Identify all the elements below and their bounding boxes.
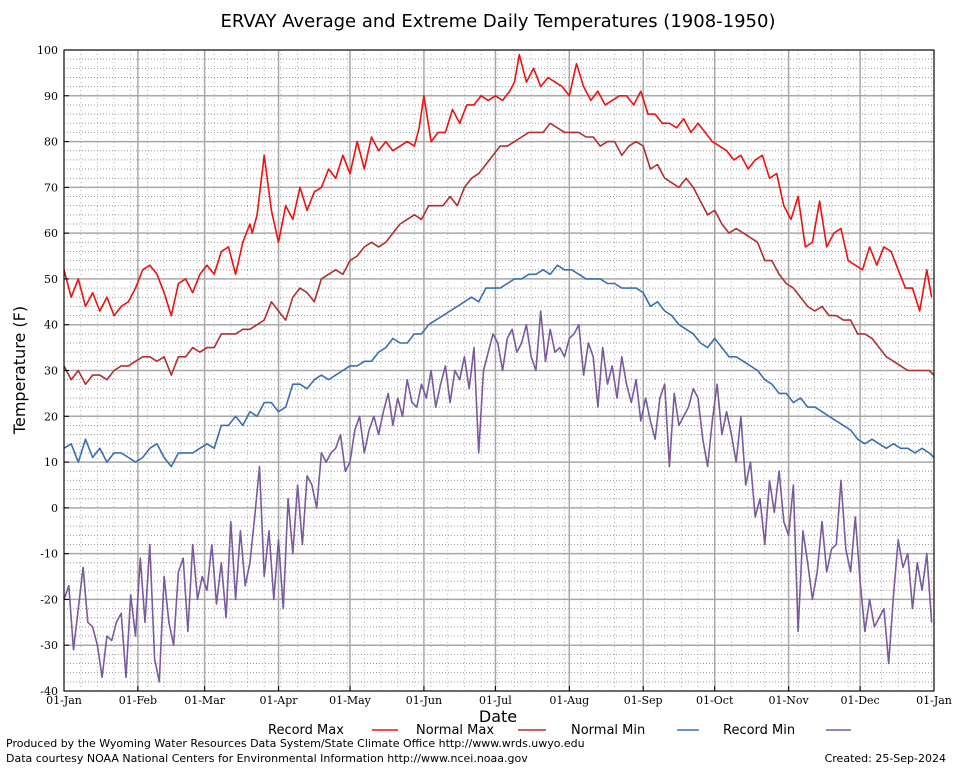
footer-created: Created: 25-Sep-2024 [824, 752, 946, 765]
series-line-record-max [63, 53, 933, 317]
footer-produced-by: Produced by the Wyoming Water Resources … [6, 737, 585, 750]
x-tick-label: 01-Dec [841, 694, 880, 707]
y-tick-label: 60 [44, 227, 58, 240]
y-tick-label: 0 [51, 502, 58, 515]
y-tick-label: 100 [37, 44, 58, 57]
legend-label: Normal Max [416, 723, 494, 738]
y-tick-label: 70 [44, 181, 58, 194]
x-tick-label: 01-Mar [184, 694, 226, 707]
legend-label: Record Min [723, 723, 795, 738]
x-axis-title: Date [479, 707, 517, 726]
x-tick-label: 01-Feb [119, 694, 157, 707]
y-tick-label: 20 [44, 410, 58, 423]
y-tick-label: 50 [44, 273, 58, 286]
x-tick-label: 01-May [329, 694, 372, 707]
grid [63, 49, 935, 692]
y-tick-label: 40 [44, 319, 58, 332]
y-tick-label: -20 [40, 593, 58, 606]
x-tick-label: 01-Jan [916, 694, 952, 707]
y-tick-label: 90 [44, 90, 58, 103]
chart-title: ERVAY Average and Extreme Daily Temperat… [221, 11, 776, 32]
series-line-normal-min [63, 264, 935, 468]
x-tick-label: 01-Jan [46, 694, 82, 707]
y-tick-label: -40 [40, 685, 58, 698]
series-line-record-min [63, 310, 933, 683]
x-tick-label: 01-Sep [624, 694, 663, 707]
legend-label: Record Max [268, 723, 344, 738]
x-tick-label: 01-Apr [260, 694, 299, 707]
footer-data-courtesy: Data courtesy NOAA National Centers for … [6, 752, 528, 765]
x-tick-label: 01-Jul [479, 694, 512, 707]
y-tick-label: -30 [40, 639, 58, 652]
legend-label: Normal Min [571, 723, 645, 738]
legend: Record Max Normal Max Normal Min Record Min [268, 723, 851, 738]
y-tick-label: -10 [40, 548, 58, 561]
y-tick-label: 80 [44, 136, 58, 149]
x-tick-label: 01-Aug [549, 694, 589, 707]
series-lines [63, 53, 935, 683]
x-tick-label: 01-Nov [769, 694, 810, 707]
y-axis-title: Temperature (F) [10, 306, 29, 435]
axes: -40 -30 -20 -10 0 10 20 30 40 50 60 70 80 90 100 01-Jan… [37, 44, 952, 707]
x-tick-label: 01-Oct [696, 694, 734, 707]
y-tick-label: 30 [44, 365, 58, 378]
series-line-normal-max [63, 122, 935, 386]
x-tick-label: 01-Jun [406, 694, 442, 707]
y-tick-label: 10 [44, 456, 58, 469]
